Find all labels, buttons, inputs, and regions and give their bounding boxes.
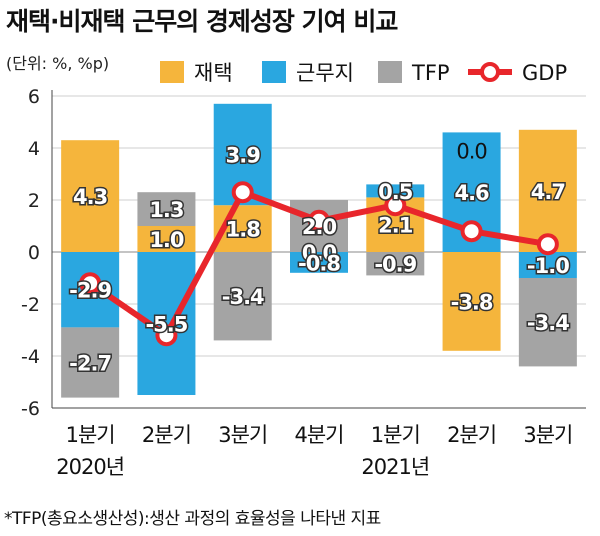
data-label-telework: 0.0 — [302, 241, 337, 265]
gdp-point — [79, 272, 102, 295]
gdp-point — [155, 324, 178, 347]
data-label-telework: 1.0 — [149, 228, 184, 252]
bar-telework — [61, 140, 120, 252]
data-label-telework: 4.3 — [73, 185, 107, 209]
chart-canvas: -6 -4 -2 0 2 4 6 4.3 -2.9 -2.7 1.0 -5.5 1.3 1.8 3.9 -3.… — [21, 61, 586, 479]
y-tick-label: -2 — [21, 294, 40, 316]
data-label-tfp: -2.7 — [69, 352, 111, 376]
x-tick-label: 1분기 — [371, 423, 420, 447]
data-label-office: -2.9 — [69, 279, 111, 303]
y-tick-label: 6 — [28, 86, 40, 108]
x-tick-label: 2분기 — [142, 423, 191, 447]
year-label: 2021년 — [361, 455, 429, 479]
legend-swatch-telework — [160, 61, 184, 83]
data-label-telework: 4.7 — [531, 180, 565, 204]
x-tick-label: 3분기 — [523, 423, 572, 447]
data-label-office: 4.6 — [454, 181, 489, 205]
y-tick-label: 0 — [28, 242, 40, 264]
bar-tfp — [137, 192, 196, 226]
bar-office — [366, 184, 425, 198]
bar-tfp — [61, 327, 120, 398]
y-tick-label: -6 — [21, 398, 40, 420]
data-label-office: 0.5 — [378, 180, 413, 204]
bar-telework — [518, 129, 577, 252]
data-label-office: -0.8 — [298, 251, 340, 275]
bar-telework — [137, 226, 196, 252]
data-label-office: -5.5 — [145, 313, 187, 337]
data-label-tfp: 2.0 — [302, 215, 337, 239]
data-label-tfp: -3.4 — [527, 311, 569, 335]
x-tick-label: 3분기 — [218, 423, 267, 447]
x-tick-label: 2분기 — [447, 423, 496, 447]
gdp-point — [536, 233, 559, 256]
legend-label-tfp: TFP — [411, 61, 450, 85]
data-label-tfp: 0.0 — [456, 139, 486, 163]
legend-label-gdp: GDP — [522, 61, 567, 85]
bar-tfp — [366, 252, 425, 276]
x-tick-label: 4분기 — [294, 423, 343, 447]
footnote: *TFP(총요소생산성):생산 과정의 효율성을 나타낸 지표 — [4, 509, 381, 529]
data-label-telework: 1.8 — [226, 218, 261, 242]
data-label-telework: -3.8 — [451, 290, 493, 314]
bar-office — [290, 252, 348, 273]
unit-note: (단위: %, %p) — [6, 54, 110, 73]
year-label: 2020년 — [56, 455, 124, 479]
data-label-tfp: 1.3 — [149, 198, 183, 222]
bar-office — [518, 252, 577, 278]
y-tick-label: -4 — [21, 346, 40, 368]
gdp-point — [231, 181, 254, 204]
data-label-office: -1.0 — [527, 254, 569, 278]
gdp-point — [308, 209, 330, 232]
data-label-tfp: -3.4 — [222, 285, 264, 309]
gdp-point — [384, 194, 407, 217]
legend-label-telework: 재택 — [194, 61, 233, 85]
legend-swatch-tfp — [378, 61, 402, 83]
legend-swatch-gdp-marker — [480, 62, 500, 82]
data-label-telework: 2.1 — [378, 214, 413, 238]
y-tick-label: 4 — [28, 138, 40, 160]
legend-label-office: 근무지 — [296, 61, 354, 85]
gdp-point — [460, 220, 483, 243]
bar-tfp — [518, 278, 577, 367]
data-label-office: 3.9 — [226, 144, 261, 168]
bar-tfp — [213, 252, 272, 341]
y-tick-label: 2 — [28, 190, 40, 212]
x-tick-label: 1분기 — [66, 423, 115, 447]
bar-telework — [442, 252, 501, 351]
data-label-tfp: -0.9 — [374, 253, 416, 277]
legend-swatch-office — [262, 61, 286, 83]
chart-title: 재택·비재택 근무의 경제성장 기여 비교 — [6, 7, 398, 36]
